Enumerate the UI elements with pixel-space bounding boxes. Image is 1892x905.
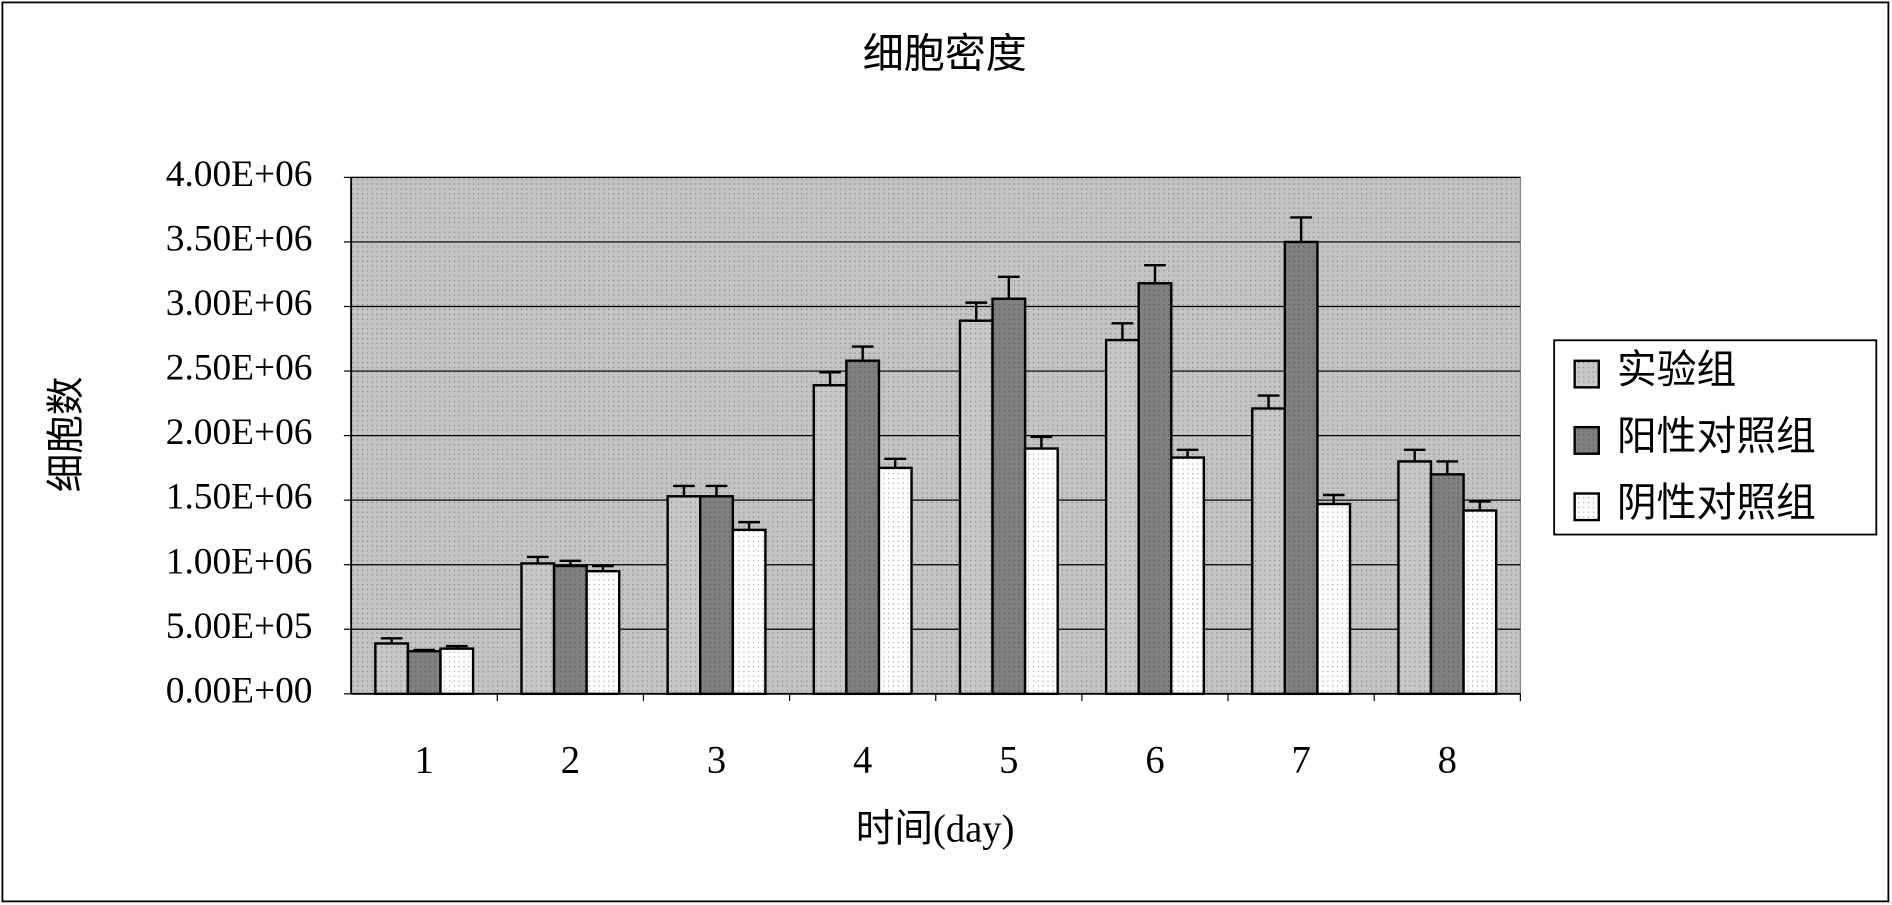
x-tick-label: 7	[1291, 740, 1310, 782]
bar-texture	[440, 648, 474, 694]
bar-texture	[1430, 474, 1464, 694]
bar-texture	[667, 496, 701, 694]
y-tick-label: 1.50E+06	[166, 477, 313, 518]
bar-texture	[1284, 241, 1318, 694]
bar-texture	[1463, 510, 1497, 694]
bar-texture	[407, 651, 441, 694]
bar-texture	[1398, 461, 1431, 694]
legend-swatch-texture	[1574, 360, 1599, 388]
x-axis-label: 时间(day)	[856, 808, 1015, 850]
x-tick-label: 2	[561, 740, 580, 782]
bar-texture	[732, 529, 766, 694]
x-tick-label: 8	[1438, 740, 1457, 782]
legend-label: 阳性对照组	[1617, 415, 1816, 459]
bar-texture	[1317, 504, 1350, 694]
bar-texture	[1138, 283, 1172, 694]
legend	[1553, 339, 1878, 536]
y-tick-label: 3.00E+06	[166, 283, 313, 324]
bar-texture	[700, 496, 733, 694]
bar-texture	[521, 563, 555, 694]
bar-texture	[1025, 448, 1058, 694]
y-tick-label: 2.00E+06	[166, 412, 313, 453]
x-tick-label: 3	[707, 740, 726, 782]
legend-label: 实验组	[1617, 348, 1736, 392]
bar-texture	[813, 385, 847, 694]
bar-texture	[878, 467, 912, 694]
bar-texture	[1171, 457, 1204, 694]
y-axis-label: 细胞数	[45, 376, 88, 492]
legend-swatch-texture	[1574, 427, 1599, 454]
x-tick-label: 5	[999, 740, 1018, 782]
bar-texture	[375, 643, 408, 694]
bar-texture	[586, 571, 620, 694]
y-tick-label: 5.00E+05	[166, 606, 313, 647]
y-tick-label: 4.00E+06	[166, 154, 313, 195]
bar-texture	[959, 320, 993, 694]
bar-texture	[1252, 408, 1285, 694]
x-tick-label: 6	[1145, 740, 1164, 782]
bar-texture	[554, 566, 587, 694]
y-tick-label: 0.00E+00	[166, 670, 313, 711]
bar-texture	[992, 298, 1026, 694]
bar-texture	[846, 360, 879, 694]
x-tick-label: 4	[853, 740, 872, 782]
y-tick-label: 3.50E+06	[166, 219, 313, 260]
x-tick-label: 1	[415, 740, 434, 782]
legend-swatch-texture	[1574, 493, 1599, 521]
y-tick-label: 2.50E+06	[166, 348, 313, 389]
chart-title: 细胞密度	[863, 30, 1027, 76]
legend-label: 阴性对照组	[1617, 481, 1816, 525]
y-tick-label: 1.00E+06	[166, 541, 313, 582]
bar-texture	[1106, 340, 1139, 694]
